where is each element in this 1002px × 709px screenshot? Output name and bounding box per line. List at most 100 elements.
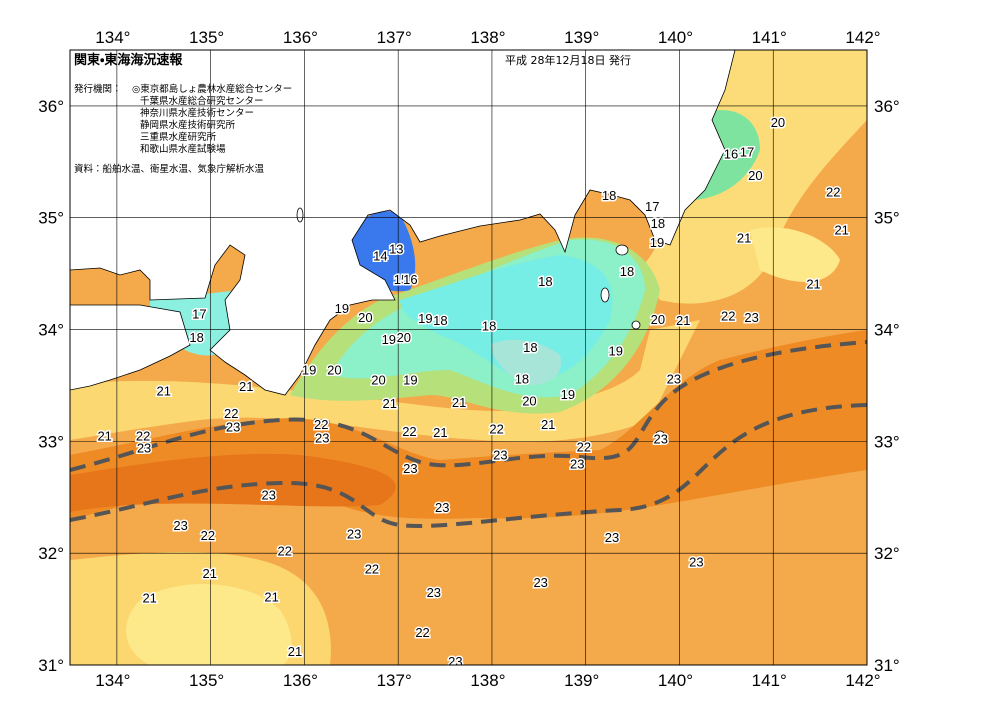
contour-label: 23 [570, 456, 584, 471]
contour-label: 18 [515, 371, 529, 386]
lon-tick-label-bottom: 139° [564, 671, 599, 690]
contour-label: 22 [577, 440, 591, 455]
coastal-cyan-core [400, 255, 613, 381]
lon-tick-label-top: 136° [283, 28, 318, 47]
contour-label: 19 [335, 301, 349, 316]
contour-label: 21 [157, 384, 171, 399]
contour-label: 17 [740, 144, 754, 159]
title: 関東・東海海況速報 [74, 52, 183, 68]
contour-label: 18 [538, 274, 552, 289]
island [600, 287, 610, 303]
contour-label: 20 [748, 168, 762, 183]
contour-label: 21 [676, 313, 690, 328]
lat-tick-label-right: 32° [874, 544, 900, 563]
lon-tick-label-top: 141° [752, 28, 787, 47]
contour-label: 20 [771, 115, 785, 130]
contour-label: 22 [365, 561, 379, 576]
contour-label: 18 [189, 330, 203, 345]
contour-label: 21 [288, 644, 302, 659]
contour-label: 20 [651, 312, 665, 327]
lat-tick-label-right: 31° [874, 656, 900, 675]
contour-label: 19 [403, 372, 417, 387]
lon-tick-label-bottom: 142° [845, 671, 880, 690]
contour-label: 22 [402, 424, 416, 439]
contour-label: 21 [239, 379, 253, 394]
contour-label: 23 [262, 488, 276, 503]
lat-tick-label-right: 33° [874, 432, 900, 451]
contour-label: 17 [645, 199, 659, 214]
contour-label: 19 [382, 332, 396, 347]
contour-label: 22 [415, 625, 429, 640]
contour-label: 16 [724, 147, 738, 162]
contour-label: 22 [277, 544, 291, 559]
contour-label: 23 [137, 441, 151, 456]
contour-label: 22 [201, 528, 215, 543]
contour-label: 21 [737, 230, 751, 245]
contour-label: 22 [224, 406, 238, 421]
contour-label: 19 [418, 311, 432, 326]
contour-label: 22 [721, 309, 735, 324]
contour-label: 15 [394, 272, 408, 287]
contour-label: 14 [373, 248, 387, 263]
contour-label: 23 [226, 419, 240, 434]
lon-tick-label-top: 137° [377, 28, 412, 47]
contour-label: 19 [561, 387, 575, 402]
contour-label: 21 [97, 428, 111, 443]
contour-label: 23 [427, 585, 441, 600]
issuer: 神奈川県水産技術センター [140, 107, 254, 119]
contour-label: 21 [142, 590, 156, 605]
contour-label: 23 [315, 431, 329, 446]
contour-label: 18 [482, 319, 496, 334]
contour-label: 18 [433, 313, 447, 328]
contour-label: 21 [806, 276, 820, 291]
grid [70, 50, 867, 665]
contour-label: 21 [202, 566, 216, 581]
lon-tick-label-bottom: 135° [189, 671, 224, 690]
contour-label: 19 [302, 362, 316, 377]
lat-tick-label-left: 36° [38, 97, 64, 116]
cool-water-sw-core [126, 583, 292, 665]
issuer: ◎東京都島しょ農林水産総合センター [132, 83, 292, 95]
lon-tick-label-bottom: 136° [283, 671, 318, 690]
contour-label: 23 [605, 530, 619, 545]
contour-label: 16 [403, 272, 417, 287]
issuer: 和歌山県水産試験場 [140, 143, 226, 155]
issue-date: 平成 28年12月18日 発行 [505, 53, 631, 67]
axis-labels: 134° 134° 135° 135° 136° 136° 137° 137° 138° 138°… [38, 28, 899, 690]
lon-tick-label-bottom: 137° [377, 671, 412, 690]
lat-tick-label-left: 34° [38, 321, 64, 340]
issuer: 千葉県水産総合研究センター [140, 95, 264, 107]
lon-tick-label-bottom: 141° [752, 671, 787, 690]
contour-label: 19 [608, 343, 622, 358]
lon-tick-label-top: 134° [95, 28, 130, 47]
island [615, 244, 629, 256]
contour-label: 20 [397, 330, 411, 345]
lat-tick-label-left: 31° [38, 656, 64, 675]
lat-tick-label-right: 36° [874, 97, 900, 116]
lat-tick-label-left: 33° [38, 432, 64, 451]
contour-label: 23 [173, 518, 187, 533]
lon-tick-label-top: 139° [564, 28, 599, 47]
contour-label: 21 [541, 417, 555, 432]
contour-label: 18 [602, 188, 616, 203]
lon-tick-label-bottom: 134° [95, 671, 130, 690]
contour-label: 23 [403, 461, 417, 476]
contour-label: 20 [327, 362, 341, 377]
contour-label: 23 [347, 527, 361, 542]
contour-label: 20 [358, 310, 372, 325]
warm-intrusion [490, 339, 561, 385]
map-frame [69, 49, 868, 666]
issuer: 三重県水産研究所 [140, 131, 217, 143]
contour-label: 18 [651, 216, 665, 231]
lat-tick-label-right: 35° [874, 209, 900, 228]
lon-tick-label-top: 138° [470, 28, 505, 47]
land [70, 50, 736, 396]
contour-label: 18 [523, 340, 537, 355]
contour-label: 23 [653, 432, 667, 447]
contour-label: 21 [452, 395, 466, 410]
